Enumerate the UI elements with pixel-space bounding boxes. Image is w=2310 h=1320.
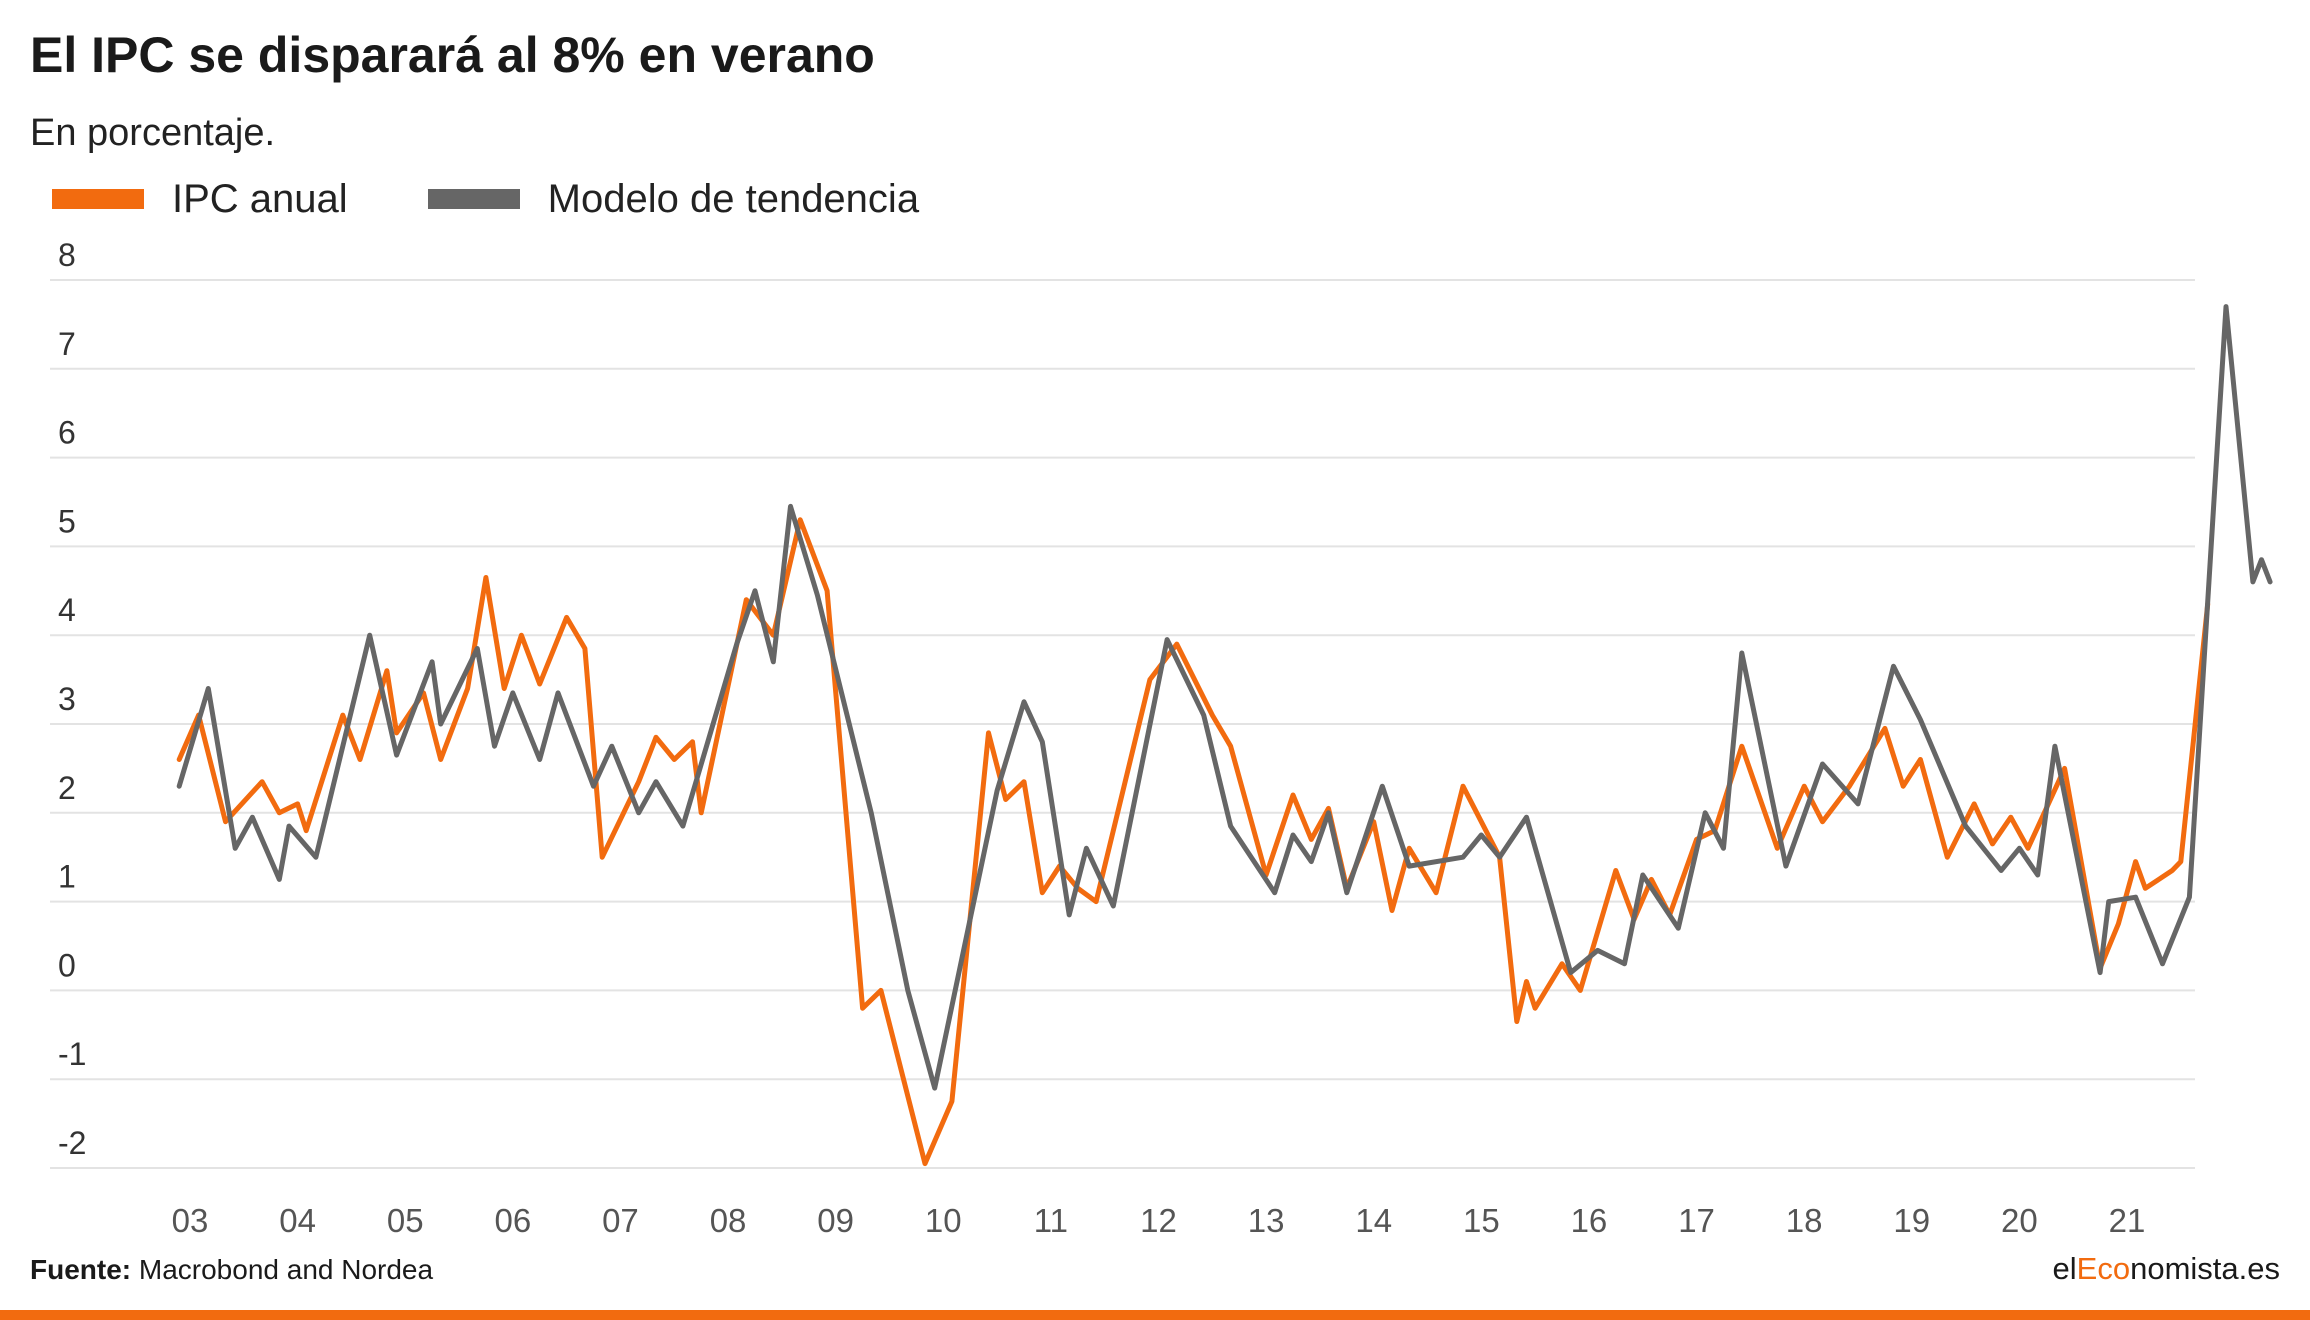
source-note: Fuente: Macrobond and Nordea	[30, 1254, 433, 1286]
y-tick-label: 1	[58, 859, 76, 895]
y-tick-label: 6	[58, 415, 76, 451]
x-tick-label: 05	[387, 1202, 424, 1239]
x-tick-label: 12	[1140, 1202, 1177, 1239]
chart-legend: IPC anual Modelo de tendencia	[52, 174, 999, 224]
x-tick-label: 19	[1893, 1202, 1930, 1239]
y-axis-ticks: 8 7 6 5 4 3 2 1 0 -1 -2	[58, 237, 86, 1161]
x-tick-label: 18	[1786, 1202, 1823, 1239]
series-line-modelo-de-tendencia	[176, 304, 2273, 1091]
x-tick-label: 14	[1355, 1202, 1392, 1239]
y-tick-label: 8	[58, 237, 76, 273]
chart-subtitle: En porcentaje.	[30, 112, 276, 154]
x-tick-label: 15	[1463, 1202, 1500, 1239]
x-tick-label: 08	[710, 1202, 747, 1239]
legend-label-ipc-anual: IPC anual	[172, 176, 348, 221]
legend-item-modelo-de-tendencia: Modelo de tendencia	[427, 176, 920, 222]
legend-label-modelo-de-tendencia: Modelo de tendencia	[547, 176, 920, 221]
chart-title: El IPC se disparará al 8% en verano	[30, 27, 875, 83]
series-layer	[176, 304, 2273, 1167]
brand-accent: Eco	[2076, 1251, 2131, 1286]
x-tick-label: 10	[925, 1202, 962, 1239]
x-tick-label: 09	[817, 1202, 854, 1239]
y-tick-label: 5	[58, 503, 76, 539]
grid-layer	[50, 279, 2195, 1169]
y-tick-label: 4	[58, 592, 76, 628]
bottom-accent-bar	[0, 1310, 2310, 1320]
y-tick-label: 7	[58, 326, 76, 362]
legend-item-ipc-anual: IPC anual	[52, 177, 348, 222]
y-tick-label: -1	[58, 1036, 86, 1072]
x-axis-ticks: 03 04 05 06 07 08 09 10 11 12 13 14 15 16 17 18 19 20 21	[172, 1202, 2146, 1239]
x-tick-label: 07	[602, 1202, 639, 1239]
source-text: Macrobond and Nordea	[131, 1254, 434, 1285]
x-tick-label: 21	[2109, 1202, 2146, 1239]
x-tick-label: 06	[494, 1202, 531, 1239]
x-tick-label: 17	[1678, 1202, 1715, 1239]
source-label: Fuente:	[30, 1254, 132, 1285]
x-tick-label: 04	[279, 1202, 316, 1239]
y-tick-label: 2	[58, 770, 76, 806]
y-tick-label: -2	[58, 1125, 86, 1161]
series-line-ipc-anual	[176, 517, 2211, 1167]
y-tick-label: 0	[58, 947, 76, 983]
legend-swatch-modelo-de-tendencia	[427, 189, 520, 209]
x-tick-label: 13	[1248, 1202, 1285, 1239]
brand-prefix: el	[2052, 1251, 2077, 1286]
x-tick-label: 20	[2001, 1202, 2038, 1239]
legend-swatch-ipc-anual	[52, 189, 144, 209]
brand-suffix: nomista.es	[2130, 1251, 2280, 1286]
x-tick-label: 11	[1034, 1202, 1068, 1239]
x-tick-label: 16	[1571, 1202, 1608, 1239]
x-tick-label: 03	[172, 1202, 209, 1239]
brand-logo: elEconomista.es	[2053, 1251, 2280, 1287]
y-tick-label: 3	[58, 681, 76, 717]
